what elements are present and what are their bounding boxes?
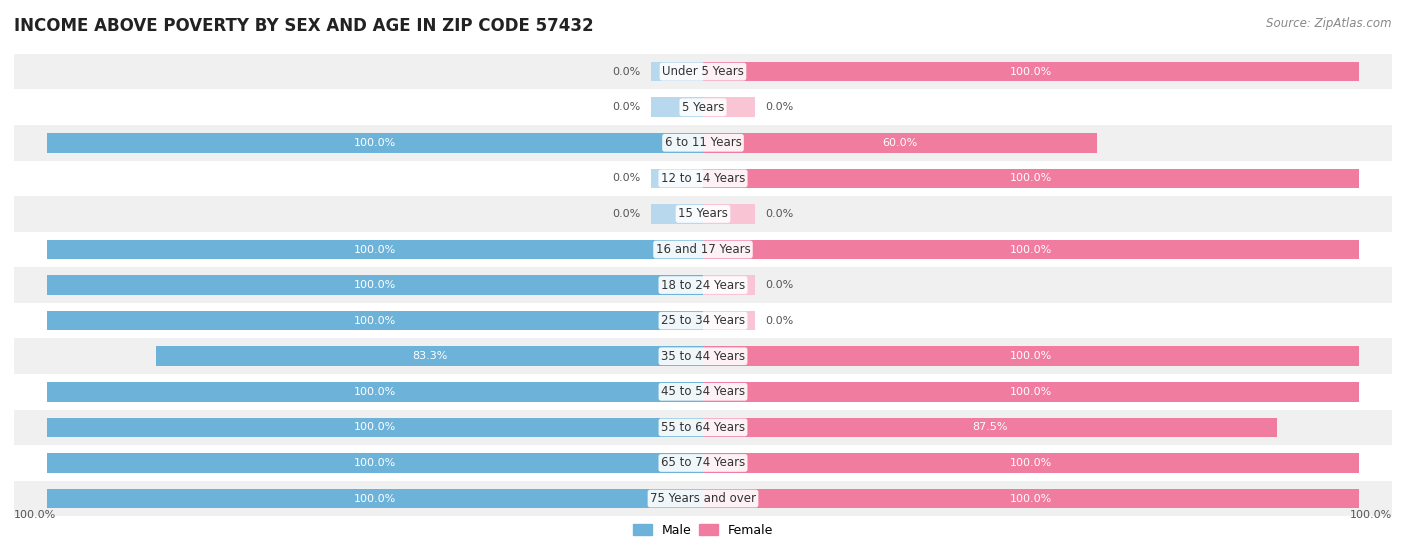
Text: 100.0%: 100.0%	[354, 316, 396, 326]
Text: 12 to 14 Years: 12 to 14 Years	[661, 172, 745, 185]
Text: Source: ZipAtlas.com: Source: ZipAtlas.com	[1267, 17, 1392, 30]
Text: 100.0%: 100.0%	[1010, 67, 1052, 77]
Bar	[703, 97, 755, 117]
Text: 100.0%: 100.0%	[354, 280, 396, 290]
Text: 100.0%: 100.0%	[1010, 244, 1052, 254]
Text: 87.5%: 87.5%	[973, 423, 1008, 432]
Bar	[46, 418, 703, 437]
Bar	[651, 204, 703, 224]
Bar	[156, 347, 703, 366]
Bar	[46, 240, 703, 259]
Text: 16 and 17 Years: 16 and 17 Years	[655, 243, 751, 256]
Text: 60.0%: 60.0%	[882, 138, 918, 148]
Text: 15 Years: 15 Years	[678, 207, 728, 220]
Text: 55 to 64 Years: 55 to 64 Years	[661, 421, 745, 434]
Text: 18 to 24 Years: 18 to 24 Years	[661, 278, 745, 292]
Text: 100.0%: 100.0%	[354, 458, 396, 468]
Text: 100.0%: 100.0%	[14, 510, 56, 520]
Text: 100.0%: 100.0%	[1010, 173, 1052, 183]
Bar	[703, 347, 1360, 366]
Bar	[14, 89, 1392, 125]
Bar	[651, 169, 703, 188]
Text: 100.0%: 100.0%	[1350, 510, 1392, 520]
Bar	[14, 481, 1392, 517]
Text: 0.0%: 0.0%	[765, 209, 793, 219]
Text: 100.0%: 100.0%	[354, 244, 396, 254]
Bar	[651, 97, 703, 117]
Bar	[703, 382, 1360, 401]
Text: 0.0%: 0.0%	[765, 316, 793, 326]
Bar	[703, 62, 1360, 82]
Bar	[46, 133, 703, 153]
Text: 5 Years: 5 Years	[682, 101, 724, 113]
Text: 45 to 54 Years: 45 to 54 Years	[661, 385, 745, 399]
Bar	[703, 169, 1360, 188]
Text: 0.0%: 0.0%	[613, 209, 641, 219]
Text: 100.0%: 100.0%	[354, 387, 396, 397]
Bar	[14, 54, 1392, 89]
Bar	[703, 240, 1360, 259]
Text: 100.0%: 100.0%	[1010, 351, 1052, 361]
Bar	[14, 196, 1392, 232]
Text: Under 5 Years: Under 5 Years	[662, 65, 744, 78]
Bar	[651, 62, 703, 82]
Bar	[14, 303, 1392, 338]
Bar	[46, 382, 703, 401]
Text: 35 to 44 Years: 35 to 44 Years	[661, 350, 745, 363]
Bar	[703, 133, 1097, 153]
Bar	[703, 276, 755, 295]
Text: 100.0%: 100.0%	[1010, 387, 1052, 397]
Bar	[14, 267, 1392, 303]
Bar	[46, 453, 703, 473]
Text: 100.0%: 100.0%	[1010, 494, 1052, 504]
Bar	[703, 204, 755, 224]
Bar	[14, 410, 1392, 445]
Bar	[703, 453, 1360, 473]
Bar	[703, 311, 755, 330]
Legend: Male, Female: Male, Female	[628, 519, 778, 542]
Bar	[14, 338, 1392, 374]
Text: 100.0%: 100.0%	[354, 494, 396, 504]
Text: 0.0%: 0.0%	[765, 280, 793, 290]
Bar	[14, 160, 1392, 196]
Bar	[46, 311, 703, 330]
Bar	[14, 232, 1392, 267]
Text: 65 to 74 Years: 65 to 74 Years	[661, 457, 745, 470]
Text: 100.0%: 100.0%	[354, 138, 396, 148]
Bar	[46, 276, 703, 295]
Text: 0.0%: 0.0%	[613, 173, 641, 183]
Bar	[14, 125, 1392, 160]
Text: 0.0%: 0.0%	[613, 67, 641, 77]
Text: 100.0%: 100.0%	[1010, 458, 1052, 468]
Text: 0.0%: 0.0%	[765, 102, 793, 112]
Text: 6 to 11 Years: 6 to 11 Years	[665, 136, 741, 149]
Text: 100.0%: 100.0%	[354, 423, 396, 432]
Text: INCOME ABOVE POVERTY BY SEX AND AGE IN ZIP CODE 57432: INCOME ABOVE POVERTY BY SEX AND AGE IN Z…	[14, 17, 593, 35]
Bar	[46, 489, 703, 508]
Text: 83.3%: 83.3%	[412, 351, 447, 361]
Text: 25 to 34 Years: 25 to 34 Years	[661, 314, 745, 327]
Text: 75 Years and over: 75 Years and over	[650, 492, 756, 505]
Bar	[703, 418, 1277, 437]
Bar	[14, 374, 1392, 410]
Bar	[703, 489, 1360, 508]
Text: 0.0%: 0.0%	[613, 102, 641, 112]
Bar	[14, 445, 1392, 481]
